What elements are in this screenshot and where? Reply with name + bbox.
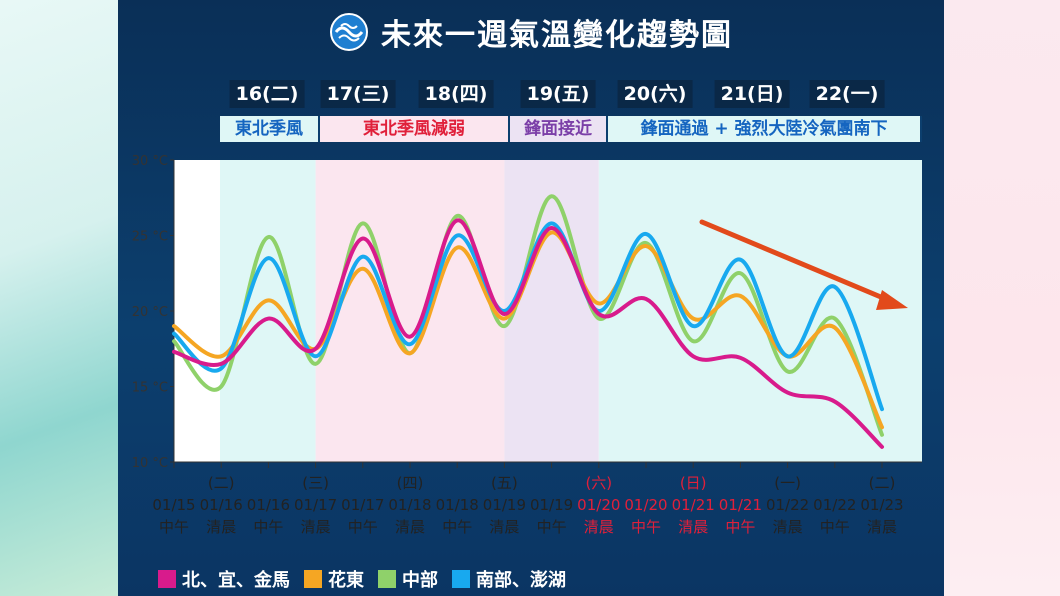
y-tick-label: 15 °C <box>132 381 168 396</box>
x-tick-time: 清晨 <box>489 518 519 536</box>
legend-swatch <box>452 570 470 588</box>
trend-arrow-line <box>699 219 891 303</box>
chart-title: 未來一週氣溫變化趨勢圖 <box>381 18 733 53</box>
legend-swatch <box>158 570 176 588</box>
temperature-chart: 10 °C 15 °C 20 °C 25 °C 30 °C 01/15 中午 (二) 01/16… <box>132 154 922 536</box>
x-tick-date: 01/20 <box>624 496 667 514</box>
x-tick-weekday: (四) <box>397 474 424 492</box>
legend-item: 中部 <box>378 566 438 592</box>
x-tick-date: 01/20 <box>577 496 620 514</box>
x-tick-date: 01/18 <box>436 496 479 514</box>
x-tick-time: 中午 <box>348 518 378 536</box>
legend-item: 花東 <box>304 566 364 592</box>
x-tick-time: 清晨 <box>773 518 803 536</box>
x-tick-weekday: (六) <box>585 474 612 492</box>
phase-label: 鋒面通過 + 強烈大陸冷氣團南下 <box>608 116 922 142</box>
x-tick-weekday: (一) <box>774 474 801 492</box>
legend: 北、宜、金馬 花東 中部 南部、澎湖 <box>158 566 566 592</box>
y-tick-label: 30 °C <box>132 154 168 169</box>
x-tick-date: 01/17 <box>341 496 384 514</box>
x-tick-date: 01/17 <box>294 496 337 514</box>
legend-item: 南部、澎湖 <box>452 566 566 592</box>
x-tick-date: 01/18 <box>388 496 431 514</box>
x-tick-date: 01/19 <box>483 496 526 514</box>
day-labels: 16(二) 17(三) 18(四) 19(五) 20(六) 21(日) 22(一) <box>118 80 944 110</box>
phase-label: 東北季風減弱 <box>320 116 510 142</box>
phase-band <box>220 160 316 462</box>
x-tick-time: 清晨 <box>867 518 897 536</box>
x-tick-time: 中午 <box>820 518 850 536</box>
x-tick-time: 清晨 <box>584 518 614 536</box>
x-tick-time: 中午 <box>631 518 661 536</box>
x-tick-time: 中午 <box>537 518 567 536</box>
day-label: 19(五) <box>520 80 596 108</box>
phase-band <box>504 160 599 462</box>
x-tick-time: 中午 <box>159 518 189 536</box>
x-tick-date: 01/21 <box>719 496 762 514</box>
legend-item: 北、宜、金馬 <box>158 566 290 592</box>
y-tick-label: 25 °C <box>132 230 168 245</box>
weather-phase-row: 東北季風 東北季風減弱 鋒面接近 鋒面通過 + 強烈大陸冷氣團南下 <box>118 116 944 142</box>
day-label: 18(四) <box>418 80 494 108</box>
x-tick-weekday: (二) <box>208 474 235 492</box>
title-row: 未來一週氣溫變化趨勢圖 <box>118 10 944 54</box>
x-tick-date: 01/23 <box>860 496 903 514</box>
x-tick-time: 中午 <box>725 518 755 536</box>
left-background <box>0 0 118 596</box>
x-tick-weekday: (五) <box>491 474 518 492</box>
day-label: 16(二) <box>229 80 305 108</box>
day-label: 17(三) <box>320 80 396 108</box>
series-line-north <box>172 218 884 449</box>
x-tick-time: 清晨 <box>395 518 425 536</box>
weather-bureau-logo-icon <box>330 13 368 51</box>
day-label: 21(日) <box>714 80 790 108</box>
x-tick-time: 清晨 <box>206 518 236 536</box>
y-tick-label: 10 °C <box>132 456 168 471</box>
x-tick-time: 中午 <box>442 518 472 536</box>
day-label: 22(一) <box>809 80 885 108</box>
x-tick-time: 清晨 <box>301 518 331 536</box>
trend-arrow-head-icon <box>876 290 908 310</box>
x-tick-date: 01/22 <box>813 496 856 514</box>
legend-label: 北、宜、金馬 <box>182 570 290 591</box>
phase-label: 東北季風 <box>220 116 320 142</box>
legend-label: 中部 <box>402 570 438 591</box>
phase-band <box>315 160 505 462</box>
x-tick-date: 01/21 <box>672 496 715 514</box>
x-tick-date: 01/15 <box>152 496 195 514</box>
phase-label: 鋒面接近 <box>510 116 608 142</box>
x-tick-date: 01/16 <box>200 496 243 514</box>
x-tick-time: 清晨 <box>678 518 708 536</box>
x-tick-weekday: (日) <box>680 474 707 492</box>
weather-panel: 未來一週氣溫變化趨勢圖 16(二) 17(三) 18(四) 19(五) 20(六) 21(… <box>118 0 944 596</box>
day-label: 20(六) <box>617 80 693 108</box>
chart-area: 10 °C 15 °C 20 °C 25 °C 30 °C 01/15 中午 (二) 01/16… <box>118 150 944 550</box>
x-tick-date: 01/22 <box>766 496 809 514</box>
y-tick-label: 20 °C <box>132 305 168 320</box>
x-tick-weekday: (二) <box>869 474 896 492</box>
x-tick-weekday: (三) <box>302 474 329 492</box>
legend-swatch <box>378 570 396 588</box>
legend-label: 花東 <box>328 570 364 591</box>
x-tick-date: 01/16 <box>247 496 290 514</box>
legend-label: 南部、澎湖 <box>476 570 566 591</box>
legend-swatch <box>304 570 322 588</box>
right-background <box>944 0 1060 596</box>
x-tick-time: 中午 <box>253 518 283 536</box>
x-tick-date: 01/19 <box>530 496 573 514</box>
